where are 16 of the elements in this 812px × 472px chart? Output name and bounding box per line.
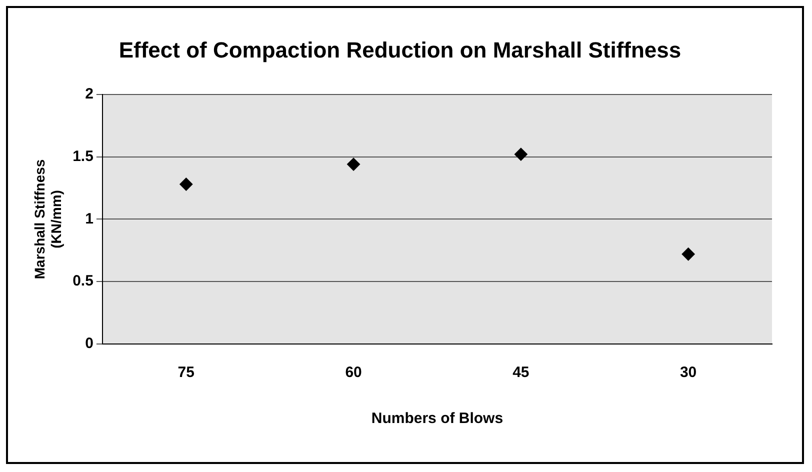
point: [514, 148, 528, 161]
y-tick-label: 1.5: [72, 148, 94, 165]
x-tick-label: 60: [345, 364, 362, 382]
y-tick-label: 0.5: [72, 272, 94, 290]
chart-title: Effect of Compaction Reduction on Marshall Stiffness: [118, 37, 682, 62]
y-tick-label: 2: [85, 86, 94, 103]
point: [347, 158, 360, 171]
x-tick-label: 75: [178, 364, 194, 382]
point: [682, 248, 695, 261]
x-tick-label: 30: [680, 364, 697, 382]
point: [180, 178, 193, 191]
x-tick-label: 45: [512, 364, 530, 382]
y-tick-label: 0: [85, 335, 94, 352]
x-axis-title: Numbers of Blows: [371, 410, 504, 428]
y-axis-title: Marshall Stiffness (KN/mm): [31, 159, 64, 280]
y-tick-label: 1: [85, 210, 94, 228]
